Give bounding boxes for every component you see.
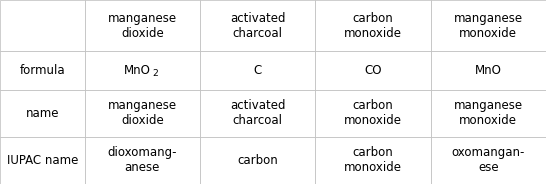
Text: activated
charcoal: activated charcoal [230,99,286,127]
Bar [200,51,316,90]
Bar [85,0,200,51]
Bar [85,137,200,184]
Bar [200,0,316,51]
Bar [0,51,85,90]
Text: MnO: MnO [475,64,502,77]
Bar [431,137,546,184]
Bar [200,137,316,184]
Text: manganese
dioxide: manganese dioxide [108,12,177,40]
Bar [316,90,431,137]
Text: C: C [253,64,262,77]
Bar [200,90,316,137]
Text: manganese
monoxide: manganese monoxide [454,12,523,40]
Bar [316,51,431,90]
Bar [316,137,431,184]
Text: manganese
monoxide: manganese monoxide [454,99,523,127]
Text: activated
charcoal: activated charcoal [230,12,286,40]
Text: MnO: MnO [0,183,1,184]
Bar [0,137,85,184]
Text: formula: formula [20,64,65,77]
Bar [0,90,85,137]
Bar [85,90,200,137]
Bar [0,0,85,51]
Text: MnO: MnO [124,64,151,77]
Text: dioxomang-
anese: dioxomang- anese [108,146,177,174]
Bar [316,0,431,51]
Text: carbon
monoxide: carbon monoxide [344,146,402,174]
Bar [431,90,546,137]
Text: carbon: carbon [238,154,278,167]
Text: CO: CO [364,64,382,77]
Bar [431,51,546,90]
Text: name: name [26,107,59,120]
Text: 2: 2 [152,69,158,78]
Text: oxomangan-
ese: oxomangan- ese [452,146,525,174]
Bar [431,0,546,51]
Text: carbon
monoxide: carbon monoxide [344,99,402,127]
Text: IUPAC name: IUPAC name [7,154,78,167]
Text: carbon
monoxide: carbon monoxide [344,12,402,40]
Text: manganese
dioxide: manganese dioxide [108,99,177,127]
Bar [85,51,200,90]
